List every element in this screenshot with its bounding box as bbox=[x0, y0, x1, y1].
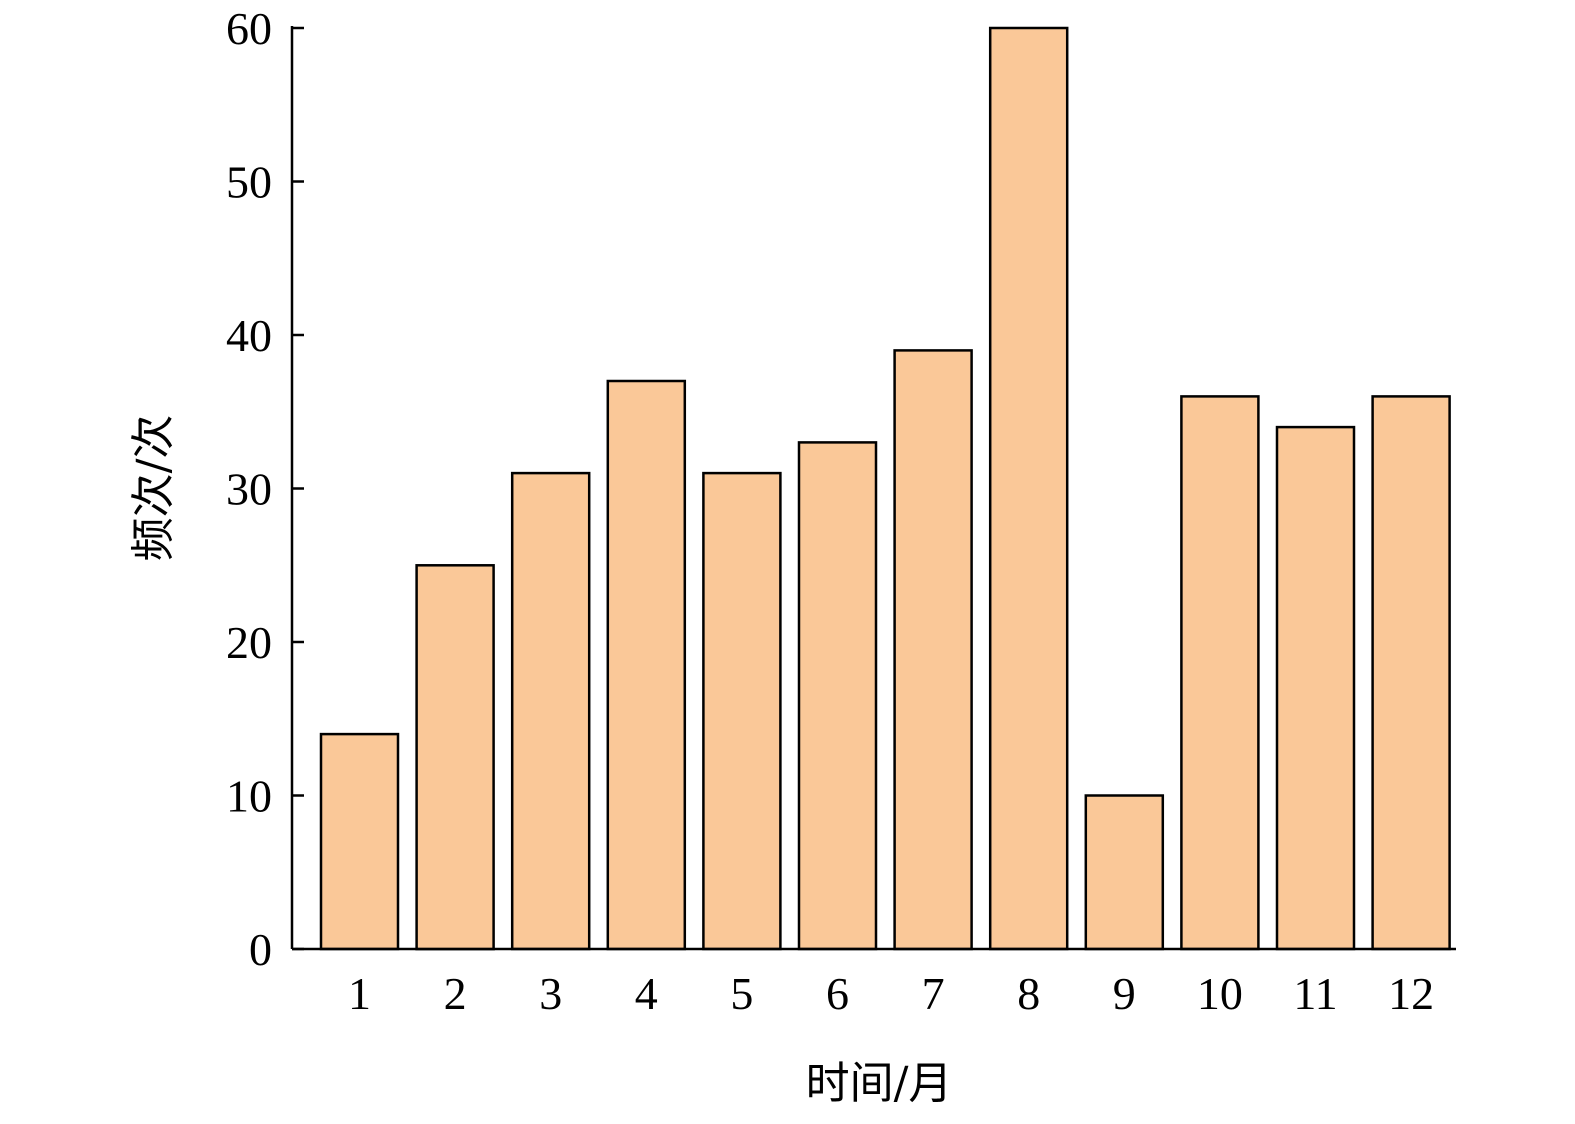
x-tick-label: 3 bbox=[539, 968, 562, 1019]
bar-1 bbox=[319, 732, 400, 951]
x-tick-label: 6 bbox=[826, 968, 849, 1019]
x-ticks-group: 1 2 3 4 5 6 7 8 9 10 11 12 bbox=[348, 968, 1434, 1019]
bar-9 bbox=[1084, 794, 1165, 951]
bar-8 bbox=[988, 26, 1069, 951]
y-tick-label: 50 bbox=[226, 157, 272, 208]
bars-group bbox=[319, 26, 1451, 951]
bar-11 bbox=[1275, 425, 1356, 951]
y-tick-label: 40 bbox=[226, 310, 272, 361]
x-tick-label: 10 bbox=[1197, 968, 1243, 1019]
x-tick-label: 5 bbox=[730, 968, 753, 1019]
x-tick-label: 11 bbox=[1293, 968, 1337, 1019]
bar-2 bbox=[415, 564, 495, 951]
x-tick-label: 8 bbox=[1017, 968, 1040, 1019]
x-axis-title: 时间/月 bbox=[806, 1058, 953, 1109]
bar-3 bbox=[510, 471, 591, 951]
bar-6 bbox=[797, 441, 878, 951]
bar-4 bbox=[606, 379, 687, 951]
x-tick-label: 1 bbox=[348, 968, 371, 1019]
y-axis-title: 频次/次 bbox=[128, 415, 179, 562]
y-tick-label: 20 bbox=[226, 617, 272, 668]
x-tick-label: 2 bbox=[444, 968, 467, 1019]
y-tick-label: 60 bbox=[226, 3, 272, 54]
y-ticks-group: 0 10 20 30 40 50 60 bbox=[226, 3, 304, 975]
x-tick-label: 4 bbox=[635, 968, 658, 1019]
x-tick-label: 12 bbox=[1388, 968, 1434, 1019]
y-tick-label: 0 bbox=[249, 924, 272, 975]
x-tick-label: 7 bbox=[922, 968, 945, 1019]
bar-10 bbox=[1180, 395, 1260, 951]
x-tick-label: 9 bbox=[1113, 968, 1136, 1019]
bar-12 bbox=[1371, 395, 1451, 951]
bar-5 bbox=[702, 471, 782, 951]
y-tick-label: 30 bbox=[226, 464, 272, 515]
y-tick-label: 10 bbox=[226, 771, 272, 822]
bar-7 bbox=[893, 349, 973, 951]
